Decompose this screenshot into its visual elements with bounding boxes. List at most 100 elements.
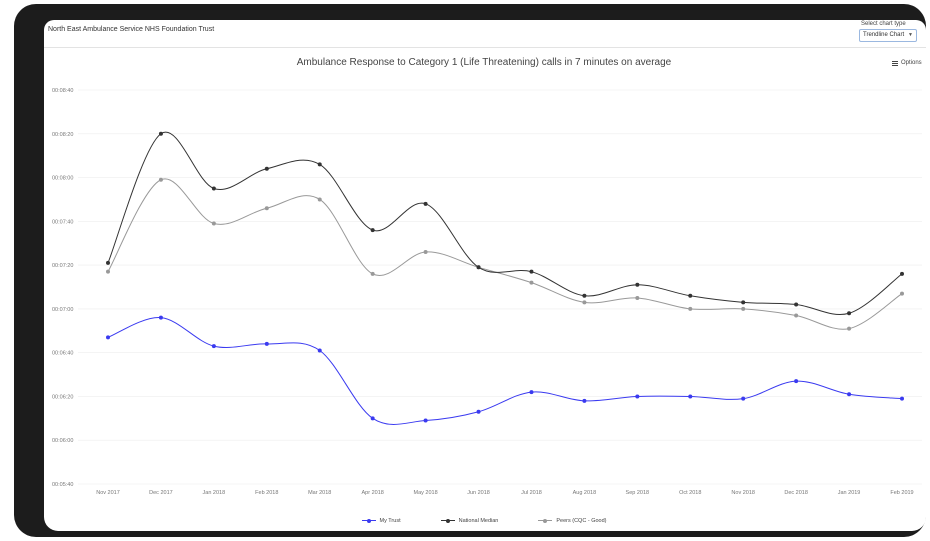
data-point[interactable] (370, 228, 375, 233)
data-point[interactable] (741, 396, 746, 401)
data-point[interactable] (264, 341, 269, 346)
x-tick-label: Jun 2018 (467, 490, 490, 496)
chart-legend: My Trust National Median Peers (CQC - Good… (44, 517, 924, 524)
chart-type-label: Select chart type (861, 21, 906, 27)
chart-title: Ambulance Response to Category 1 (Life T… (296, 57, 672, 68)
legend-swatch (361, 517, 376, 524)
data-point[interactable] (158, 315, 163, 320)
data-point[interactable] (847, 326, 852, 331)
data-point[interactable] (423, 418, 428, 423)
x-tick-label: Nov 2018 (731, 490, 755, 496)
data-point[interactable] (900, 396, 904, 401)
legend-label: My Trust (379, 517, 401, 524)
y-tick-label: 00:06:40 (52, 351, 73, 357)
data-point[interactable] (158, 177, 163, 182)
data-point[interactable] (847, 392, 852, 397)
menu-icon (892, 60, 898, 66)
x-tick-label: Sep 2018 (626, 490, 650, 496)
x-tick-label: Nov 2017 (96, 490, 120, 496)
x-axis: Nov 2017 Dec 2017 Jan 2018 Feb 2018 Mar 2018… (96, 490, 913, 496)
chevron-down-icon: ▼ (908, 32, 913, 38)
x-tick-label: Jan 2019 (838, 490, 861, 496)
data-point[interactable] (582, 293, 587, 298)
y-tick-label: 00:07:40 (52, 219, 73, 225)
legend-swatch (440, 517, 455, 524)
data-point[interactable] (635, 295, 640, 300)
series-line-my-trust (107, 317, 903, 425)
data-point[interactable] (211, 186, 216, 191)
data-point[interactable] (900, 291, 904, 296)
data-point[interactable] (106, 335, 110, 340)
chart-series (106, 131, 904, 425)
x-tick-label: Jul 2018 (521, 490, 542, 496)
data-point[interactable] (794, 302, 799, 307)
data-point[interactable] (741, 300, 746, 305)
data-point[interactable] (423, 201, 428, 206)
options-label: Options (901, 60, 922, 66)
legend-swatch (538, 517, 553, 524)
data-point[interactable] (317, 348, 322, 353)
data-point[interactable] (211, 344, 216, 349)
data-point[interactable] (794, 379, 799, 384)
x-tick-label: May 2018 (414, 490, 438, 496)
data-point[interactable] (317, 162, 322, 167)
legend-item[interactable]: National Median (440, 517, 499, 524)
options-button[interactable]: Options (892, 60, 922, 66)
data-point[interactable] (741, 306, 746, 311)
data-point[interactable] (635, 282, 640, 287)
chart-type-select[interactable]: Trendline Chart ▼ (859, 29, 917, 42)
data-point[interactable] (582, 300, 587, 305)
data-point[interactable] (106, 260, 110, 265)
y-tick-label: 00:06:00 (52, 438, 73, 444)
data-point[interactable] (635, 394, 640, 399)
data-point[interactable] (794, 313, 799, 318)
y-tick-label: 00:08:20 (52, 132, 73, 138)
data-point[interactable] (529, 280, 534, 285)
data-point[interactable] (476, 265, 481, 270)
data-point[interactable] (688, 394, 693, 399)
y-axis: 00:05:40 00:06:00 00:06:20 00:06:40 00:07:00… (52, 88, 73, 488)
series-line-peers (107, 178, 903, 330)
chart-grid (78, 89, 922, 485)
x-tick-label: Aug 2018 (573, 490, 597, 496)
legend-item[interactable]: My Trust (361, 517, 401, 524)
x-tick-label: Dec 2018 (784, 490, 808, 496)
y-tick-label: 00:08:00 (52, 176, 73, 182)
data-point[interactable] (211, 221, 216, 226)
y-tick-label: 00:05:40 (52, 482, 73, 488)
y-tick-label: 00:07:20 (52, 263, 73, 269)
data-point[interactable] (370, 271, 375, 276)
data-point[interactable] (370, 416, 375, 421)
legend-label: Peers (CQC - Good) (556, 517, 607, 524)
x-tick-label: Jan 2018 (203, 490, 226, 496)
y-tick-label: 00:06:20 (52, 394, 73, 400)
legend-label: National Median (458, 517, 499, 524)
y-tick-label: 00:07:00 (52, 307, 73, 313)
y-tick-label: 00:08:40 (52, 88, 73, 94)
x-tick-label: Dec 2017 (149, 490, 173, 496)
x-tick-label: Mar 2018 (308, 490, 331, 496)
data-point[interactable] (688, 306, 693, 311)
x-tick-label: Apr 2018 (362, 490, 384, 496)
data-point[interactable] (529, 269, 534, 274)
data-point[interactable] (423, 249, 428, 254)
line-chart: 00:05:40 00:06:00 00:06:20 00:06:40 00:07:00… (52, 88, 922, 496)
chart-type-selected-value: Trendline Chart (863, 32, 905, 38)
x-tick-label: Feb 2018 (255, 490, 278, 496)
data-point[interactable] (106, 269, 110, 274)
data-point[interactable] (264, 206, 269, 211)
legend-item[interactable]: Peers (CQC - Good) (538, 517, 606, 524)
data-point[interactable] (529, 390, 534, 395)
dashboard-screen: North East Ambulance Service NHS Foundat… (44, 20, 926, 531)
x-tick-label: Feb 2019 (890, 490, 913, 496)
data-point[interactable] (688, 293, 693, 298)
data-point[interactable] (847, 311, 852, 316)
trust-name: North East Ambulance Service NHS Foundat… (48, 26, 215, 33)
data-point[interactable] (900, 271, 904, 276)
data-point[interactable] (582, 398, 587, 403)
header-divider (44, 47, 926, 48)
data-point[interactable] (158, 131, 163, 136)
data-point[interactable] (264, 166, 269, 171)
data-point[interactable] (476, 409, 481, 414)
data-point[interactable] (317, 197, 322, 202)
